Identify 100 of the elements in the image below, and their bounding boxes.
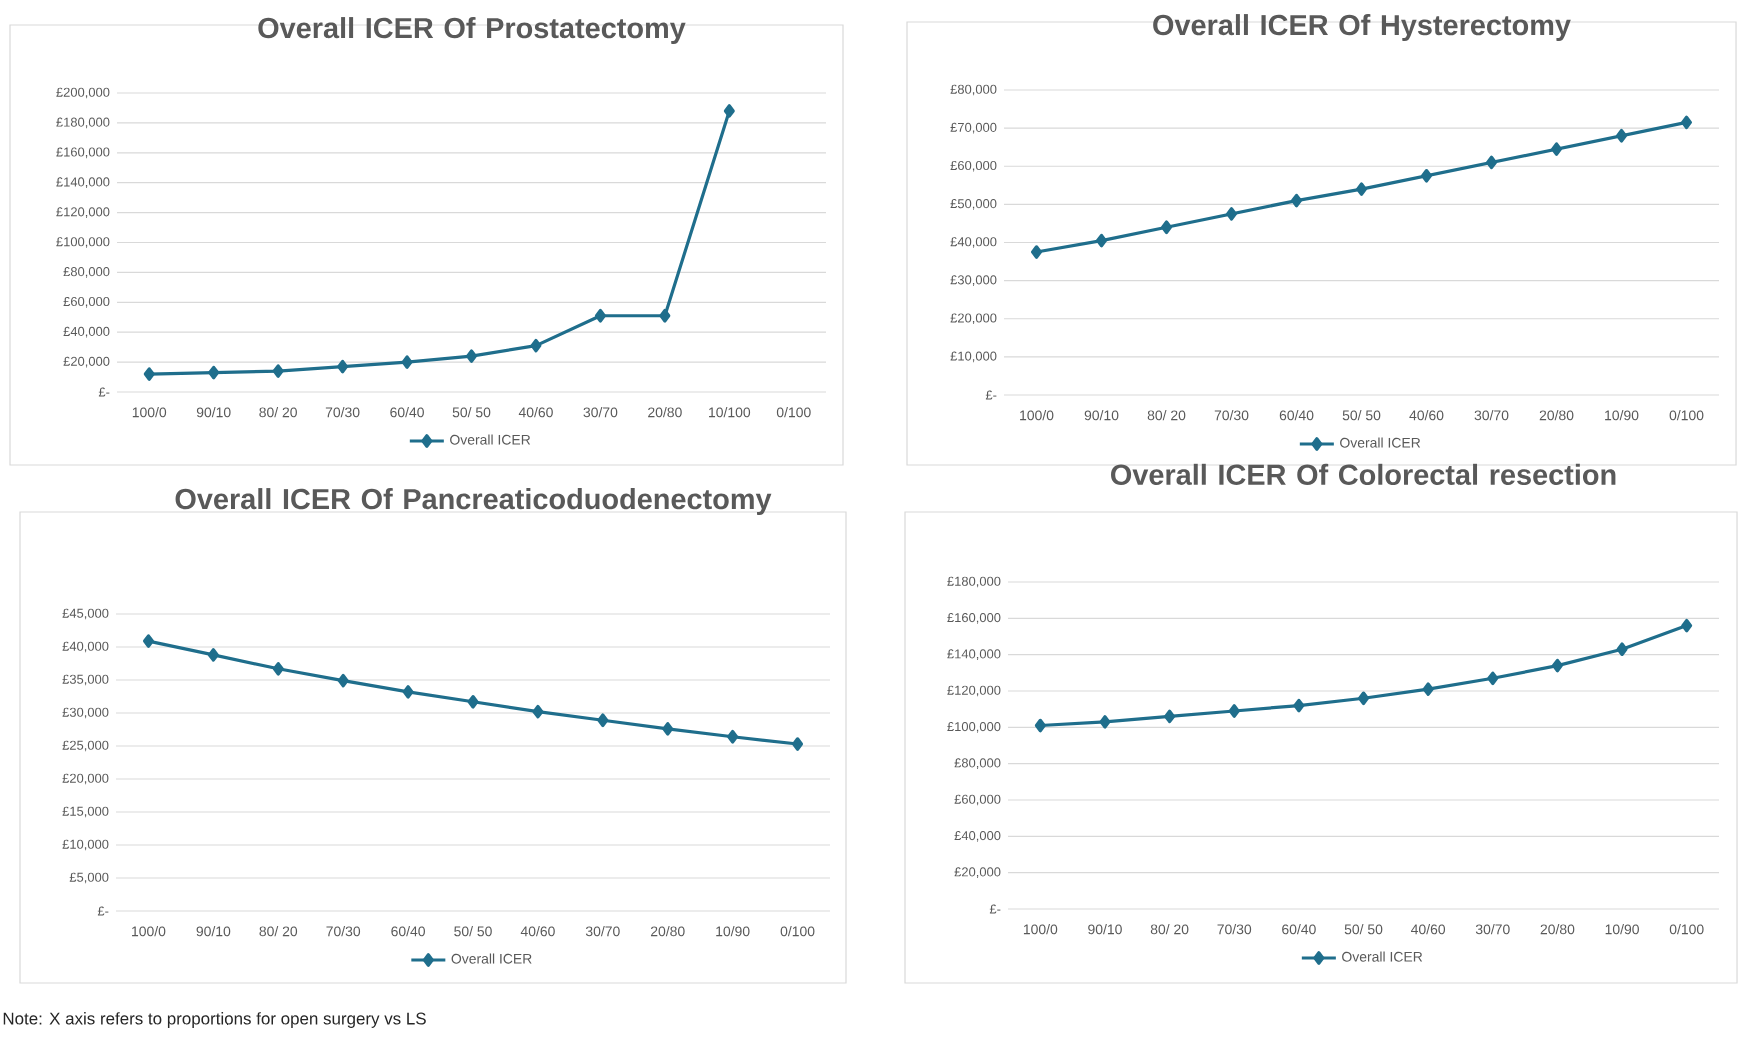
x-tick-label: 20/80 bbox=[648, 407, 682, 418]
point bbox=[401, 355, 413, 369]
x-tick-label: 40/60 bbox=[518, 407, 553, 418]
x-tick-label: 10/90 bbox=[716, 926, 750, 937]
y-tick-label: £20,000 bbox=[62, 773, 109, 785]
legend-label: Overall ICER bbox=[451, 953, 532, 964]
y-tick-label: £10,000 bbox=[62, 839, 109, 851]
y-tick-label: £- bbox=[985, 390, 997, 400]
point bbox=[1228, 704, 1240, 718]
y-tick-label: £5,000 bbox=[69, 872, 109, 884]
x-tick-label: 70/30 bbox=[326, 926, 361, 937]
point bbox=[1551, 142, 1563, 156]
y-tick-label: £20,000 bbox=[63, 356, 110, 368]
x-tick-label: 0/100 bbox=[1669, 410, 1704, 421]
x-tick-label: 0/100 bbox=[1669, 924, 1704, 935]
chart-title: Overall ICER Of Pancreaticoduodenectomy bbox=[175, 488, 772, 516]
point bbox=[142, 634, 154, 648]
y-tick-label: £30,000 bbox=[950, 275, 997, 286]
x-tick-label: 20/80 bbox=[1540, 924, 1575, 935]
y-tick-label: £100,000 bbox=[56, 237, 110, 248]
x-tick-label: 90/10 bbox=[196, 407, 231, 418]
x-tick-label: 80/ 20 bbox=[1150, 924, 1189, 935]
x-tick-label: 70/30 bbox=[1214, 410, 1249, 421]
point bbox=[1161, 220, 1173, 235]
x-tick-label: 10/100 bbox=[709, 407, 751, 418]
point bbox=[1291, 193, 1303, 208]
x-tick-label: 0/100 bbox=[780, 926, 815, 937]
point bbox=[530, 338, 542, 353]
point bbox=[1034, 718, 1046, 733]
point bbox=[272, 364, 284, 378]
point bbox=[727, 729, 739, 744]
x-tick-label: 90/10 bbox=[1084, 410, 1119, 421]
point bbox=[1616, 642, 1628, 657]
point bbox=[1421, 168, 1433, 183]
x-tick-label: 70/30 bbox=[325, 407, 360, 418]
point bbox=[594, 308, 606, 323]
y-tick-label: £140,000 bbox=[56, 177, 110, 189]
x-tick-label: 50/ 50 bbox=[452, 407, 491, 418]
x-tick-label: 80/ 20 bbox=[259, 407, 297, 418]
point bbox=[1681, 618, 1693, 633]
y-tick-label: £45,000 bbox=[62, 608, 109, 620]
x-tick-label: 70/30 bbox=[1217, 924, 1252, 935]
point bbox=[1681, 115, 1693, 130]
x-tick-label: 60/40 bbox=[391, 926, 425, 937]
legend-label: Overall ICER bbox=[1340, 437, 1421, 448]
point bbox=[1293, 698, 1305, 713]
y-tick-label: £20,000 bbox=[950, 313, 997, 325]
x-tick-label: 90/10 bbox=[196, 926, 231, 937]
y-tick-label: £120,000 bbox=[947, 685, 1001, 697]
x-tick-label: 80/ 20 bbox=[1147, 410, 1186, 421]
y-tick-label: £80,000 bbox=[950, 84, 997, 96]
y-tick-label: £60,000 bbox=[63, 296, 110, 308]
point bbox=[1031, 245, 1043, 259]
x-tick-label: 10/90 bbox=[1605, 410, 1639, 421]
x-tick-label: 40/60 bbox=[520, 926, 555, 937]
y-tick-label: £50,000 bbox=[950, 199, 997, 210]
y-tick-label: £120,000 bbox=[56, 207, 110, 218]
x-tick-label: 50/ 50 bbox=[1344, 924, 1383, 935]
x-tick-label: 90/10 bbox=[1088, 924, 1122, 935]
y-tick-label: £160,000 bbox=[56, 147, 110, 159]
chart-title: Overall ICER Of Colorectal resection bbox=[1111, 463, 1616, 486]
x-tick-label: 100/0 bbox=[1023, 924, 1058, 935]
point bbox=[723, 104, 735, 118]
y-tick-label: £140,000 bbox=[947, 649, 1001, 661]
y-tick-label: £30,000 bbox=[62, 707, 109, 719]
point bbox=[659, 308, 671, 323]
point bbox=[662, 722, 674, 736]
point bbox=[402, 685, 414, 699]
y-tick-label: £80,000 bbox=[63, 267, 110, 278]
legend-label: Overall ICER bbox=[1342, 951, 1423, 962]
x-tick-label: 50/ 50 bbox=[454, 926, 492, 937]
point bbox=[1096, 233, 1108, 248]
x-tick-label: 30/70 bbox=[585, 926, 620, 937]
point bbox=[466, 349, 478, 363]
point bbox=[1422, 682, 1434, 696]
y-tick-label: £- bbox=[98, 387, 110, 397]
x-tick-label: 80/ 20 bbox=[259, 926, 298, 937]
x-tick-label: 40/60 bbox=[1409, 410, 1444, 421]
x-tick-label: 40/60 bbox=[1411, 924, 1446, 935]
point bbox=[143, 367, 155, 381]
y-tick-label: £60,000 bbox=[950, 160, 997, 172]
point bbox=[1356, 182, 1368, 196]
x-tick-label: 0/100 bbox=[776, 407, 811, 418]
y-tick-label: £35,000 bbox=[62, 674, 109, 686]
x-tick-label: 20/80 bbox=[650, 926, 685, 937]
point bbox=[337, 359, 349, 374]
y-tick-label: £40,000 bbox=[950, 237, 997, 248]
y-tick-label: £10,000 bbox=[950, 351, 997, 363]
point bbox=[1487, 671, 1499, 686]
chart-title: Overall ICER Of Prostatectomy bbox=[258, 17, 686, 45]
y-tick-label: £160,000 bbox=[947, 613, 1001, 624]
legend-label: Overall ICER bbox=[450, 434, 531, 445]
y-tick-label: £100,000 bbox=[947, 722, 1001, 733]
y-tick-label: £40,000 bbox=[954, 831, 1001, 842]
y-tick-label: £180,000 bbox=[56, 117, 110, 129]
x-tick-label: 60/40 bbox=[1279, 410, 1314, 421]
point bbox=[532, 704, 544, 719]
y-tick-label: £80,000 bbox=[954, 758, 1001, 770]
point bbox=[272, 661, 284, 676]
point bbox=[467, 694, 479, 709]
